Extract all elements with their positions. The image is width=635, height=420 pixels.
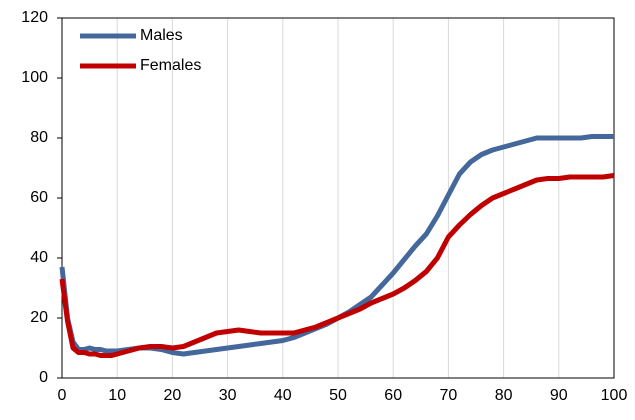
y-tick-label: 20 [30,309,48,326]
series-line [59,173,615,358]
x-tick-label: 40 [274,387,292,404]
x-tick-label: 60 [384,387,402,404]
x-tick-label: 90 [550,387,568,404]
plot-frame [61,17,615,379]
y-tick-label: 40 [30,249,48,266]
x-tick-label: 70 [440,387,458,404]
legend-label: Females [140,57,201,74]
y-tick-label: 0 [39,369,48,386]
x-tick-label: 20 [164,387,182,404]
y-tick-label: 100 [21,69,48,86]
x-tick-label: 80 [495,387,513,404]
x-tick-label: 30 [219,387,237,404]
y-tick-label: 120 [21,9,48,26]
legend-label: Males [140,27,183,44]
y-tick-label: 80 [30,129,48,146]
x-tick-label: 50 [329,387,347,404]
x-tick-label: 10 [108,387,126,404]
x-tick-label: 0 [58,387,67,404]
x-tick-label: 100 [601,387,628,404]
y-tick-label: 60 [30,189,48,206]
